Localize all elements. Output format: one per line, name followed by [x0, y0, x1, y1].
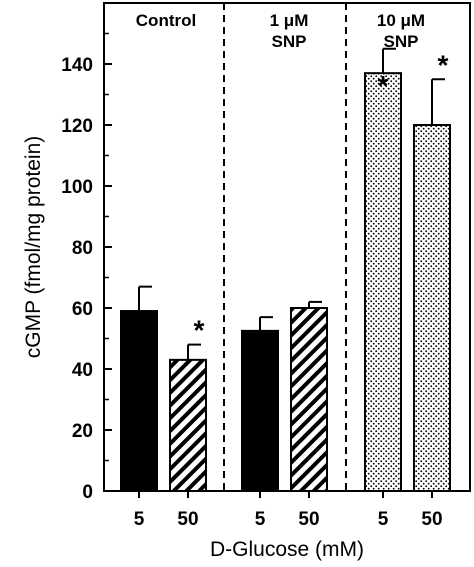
bar — [364, 72, 402, 493]
group-label: Control — [136, 11, 196, 30]
significance-marker: * — [194, 315, 205, 346]
x-tick-label: 5 — [255, 509, 266, 530]
significance-marker: * — [438, 49, 449, 80]
group-label: 10 μM — [377, 11, 425, 30]
group-label: SNP — [272, 32, 307, 51]
y-tick-label: 60 — [72, 299, 93, 320]
x-tick-label: 5 — [378, 509, 389, 530]
group-labels: Control 1 μM SNP 10 μM SNP — [136, 11, 425, 51]
x-tick-label: 50 — [421, 509, 442, 530]
bars: * * * — [120, 47, 451, 493]
y-tick-label: 140 — [61, 55, 93, 76]
y-tick-label: 100 — [61, 177, 93, 198]
y-tick-label: 80 — [72, 238, 93, 259]
bar — [120, 310, 158, 492]
x-axis: 5 50 5 50 5 50 — [134, 491, 443, 530]
significance-marker: * — [378, 70, 389, 101]
y-axis-title: cGMP (fmol/mg protein) — [22, 136, 45, 359]
bar — [290, 307, 328, 492]
y-axis: 0 20 40 60 80 100 120 140 — [61, 32, 112, 503]
x-axis-title: D-Glucose (mM) — [210, 538, 364, 561]
group-label: 1 μM — [270, 11, 309, 30]
y-tick-label: 120 — [61, 116, 93, 137]
group-label: SNP — [384, 32, 419, 51]
x-tick-label: 50 — [177, 509, 198, 530]
bar — [169, 358, 207, 492]
y-tick-label: 20 — [72, 421, 93, 442]
x-tick-label: 50 — [298, 509, 319, 530]
y-tick-label: 40 — [72, 360, 93, 381]
bar — [241, 329, 279, 492]
y-tick-label: 0 — [82, 482, 93, 503]
x-tick-label: 5 — [134, 509, 145, 530]
bar — [413, 124, 451, 492]
